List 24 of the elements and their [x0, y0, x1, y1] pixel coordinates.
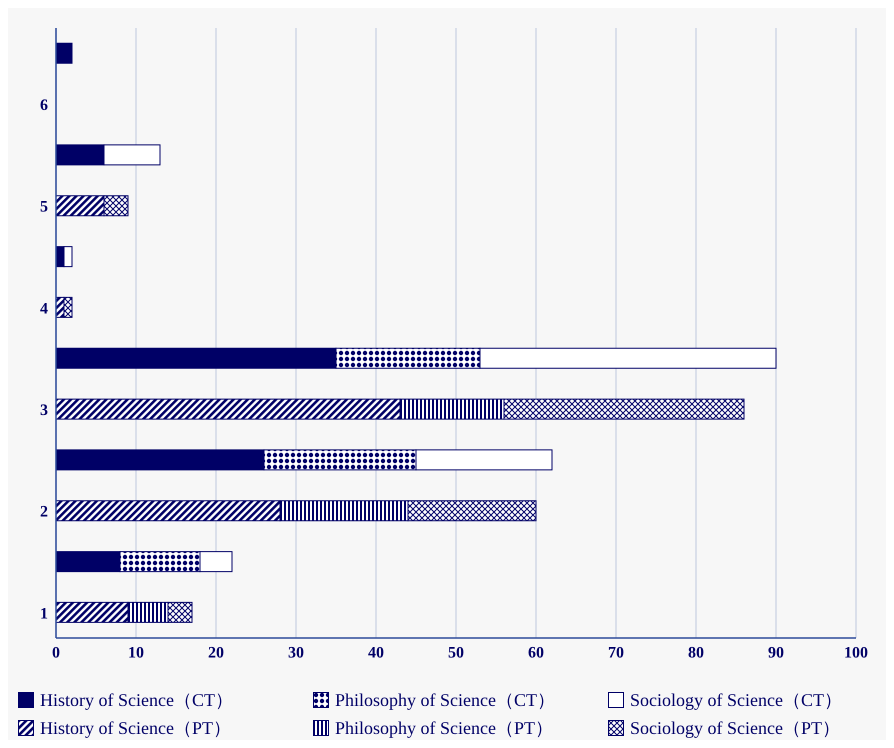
x-tick-label: 90: [768, 644, 784, 662]
x-tick-label: 80: [688, 644, 704, 662]
y-tick-label: 6: [40, 96, 48, 114]
legend-label: History of Science（PT）: [40, 717, 231, 740]
legend-label: Philosophy of Science（CT）: [335, 689, 555, 712]
legend-label: Sociology of Science（PT）: [630, 717, 840, 740]
x-tick-label: 40: [368, 644, 384, 662]
x-tick-label: 20: [208, 644, 224, 662]
x-tick-label: 10: [128, 644, 144, 662]
x-tick-label: 70: [608, 644, 624, 662]
y-tick-label: 5: [40, 198, 48, 216]
x-tick-label: 100: [844, 644, 868, 662]
legend-label: Philosophy of Science（PT）: [335, 717, 553, 740]
x-tick-label: 50: [448, 644, 464, 662]
y-tick-label: 4: [40, 300, 48, 318]
x-tick-label: 0: [52, 644, 60, 662]
bar: [56, 42, 72, 64]
x-tick-label: 60: [528, 644, 544, 662]
legend-label: Sociology of Science（CT）: [630, 689, 842, 712]
y-tick-label: 2: [40, 504, 48, 521]
y-tick-label: 3: [40, 402, 48, 419]
x-tick-label: 30: [288, 644, 304, 662]
y-tick-label: 1: [40, 605, 48, 622]
legend-label: History of Science（CT）: [40, 689, 233, 712]
